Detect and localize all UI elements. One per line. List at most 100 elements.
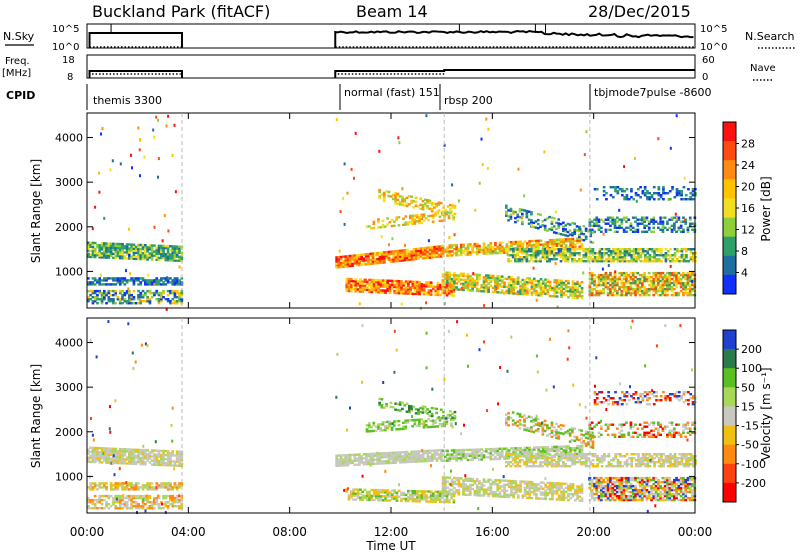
heatmap-cell	[342, 263, 345, 266]
heatmap-cell	[105, 447, 108, 450]
heatmap-cell	[530, 258, 533, 261]
heatmap-cell	[687, 279, 690, 283]
heatmap-cell	[613, 230, 617, 234]
heatmap-cell	[445, 284, 449, 287]
heatmap-cell	[125, 507, 129, 510]
heatmap-cell	[112, 246, 115, 250]
heatmap-cell	[536, 218, 540, 222]
heatmap-cell	[394, 457, 398, 460]
heatmap-cell	[498, 245, 502, 249]
heatmap-cell	[689, 256, 693, 259]
heatmap-cell	[498, 279, 502, 282]
heatmap-cell	[410, 450, 414, 454]
heatmap-cell	[171, 289, 175, 293]
heatmap-cell	[500, 285, 504, 288]
heatmap-cell	[677, 281, 681, 285]
heatmap-cell	[171, 452, 175, 455]
heatmap-cell	[426, 449, 430, 453]
heatmap-cell	[578, 239, 582, 242]
heatmap-cell	[678, 256, 681, 259]
heatmap-cell	[372, 494, 376, 498]
heatmap-cell	[673, 287, 676, 291]
heatmap-cell	[637, 252, 640, 255]
heatmap-cell	[688, 275, 692, 279]
heatmap-cell	[571, 294, 575, 297]
heatmap-cell	[462, 282, 465, 286]
colorbar-tick-label: 4	[741, 267, 748, 280]
heatmap-cell	[116, 279, 120, 282]
heatmap-cell	[557, 226, 561, 229]
heatmap-cell	[517, 167, 520, 171]
colorbar-swatch	[723, 236, 736, 257]
heatmap-cell	[560, 451, 563, 454]
heatmap-cell	[616, 216, 619, 219]
heatmap-cell	[400, 292, 403, 295]
heatmap-cell	[662, 256, 665, 259]
heatmap-cell	[580, 295, 584, 298]
heatmap-cell	[569, 288, 572, 291]
heatmap-cell	[365, 225, 369, 228]
heatmap-cell	[441, 490, 445, 493]
heatmap-cell	[489, 244, 493, 247]
heatmap-cell	[593, 293, 596, 297]
heatmap-cell	[409, 493, 412, 497]
heatmap-cell	[103, 293, 106, 297]
heatmap-cell	[132, 243, 136, 246]
heatmap-cell	[139, 448, 143, 452]
heatmap-cell	[173, 281, 177, 284]
heatmap-cell	[447, 214, 451, 218]
heatmap-cell	[147, 273, 150, 277]
heatmap-cell	[464, 253, 468, 256]
heatmap-cell	[384, 279, 387, 282]
heatmap-cell	[478, 250, 481, 254]
heatmap-cell	[381, 223, 385, 227]
heatmap-cell	[623, 258, 627, 261]
heatmap-cell	[523, 248, 526, 251]
heatmap-cell	[359, 498, 362, 501]
heatmap-cell	[134, 503, 138, 506]
heatmap-cell	[91, 300, 95, 303]
heatmap-cell	[567, 280, 570, 283]
heatmap-cell	[452, 218, 455, 221]
heatmap-cell	[360, 263, 363, 267]
heatmap-cell	[557, 447, 561, 450]
heatmap-cell	[400, 491, 403, 495]
heatmap-cell	[666, 271, 669, 275]
heatmap-cell	[443, 143, 446, 147]
heatmap-cell	[603, 254, 606, 257]
heatmap-cell	[555, 242, 559, 246]
heatmap-cell	[408, 410, 411, 414]
heatmap-cell	[132, 245, 136, 248]
heatmap-cell	[562, 449, 566, 452]
heatmap-cell	[498, 447, 502, 451]
heatmap-cell	[482, 278, 486, 281]
heatmap-cell	[155, 461, 159, 465]
heatmap-cell	[441, 482, 445, 485]
heatmap-cell	[494, 249, 497, 253]
heatmap-cell	[132, 494, 136, 498]
heatmap-cell	[684, 220, 688, 223]
heatmap-cell	[684, 222, 688, 225]
heatmap-cell	[684, 283, 688, 287]
heatmap-cell	[673, 222, 676, 225]
heatmap-cell	[372, 498, 376, 502]
heatmap-cell	[175, 245, 179, 248]
heatmap-cell	[459, 453, 463, 456]
heatmap-cell	[100, 248, 104, 251]
heatmap-cell	[485, 274, 488, 277]
heatmap-cell	[553, 242, 557, 246]
heatmap-cell	[431, 423, 435, 427]
heatmap-cell	[643, 226, 646, 230]
heatmap-cell	[521, 284, 525, 288]
heatmap-cell	[353, 262, 357, 265]
heatmap-cell	[178, 300, 181, 303]
heatmap-cell	[659, 228, 662, 232]
heatmap-cell	[347, 289, 351, 293]
heatmap-cell	[669, 260, 672, 263]
heatmap-cell	[466, 289, 470, 292]
heatmap-cell	[548, 447, 552, 451]
heatmap-cell	[364, 259, 368, 262]
heatmap-cell	[606, 277, 610, 281]
heatmap-cell	[381, 281, 385, 284]
heatmap-cell	[348, 256, 352, 260]
